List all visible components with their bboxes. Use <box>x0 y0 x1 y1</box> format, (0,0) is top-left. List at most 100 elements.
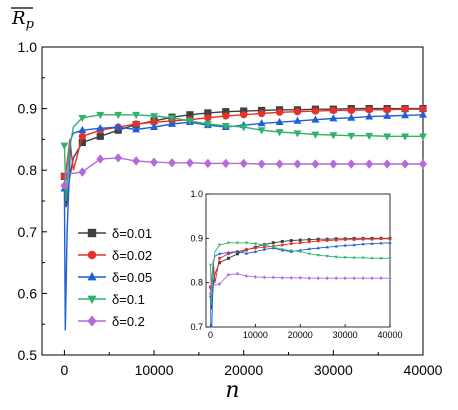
y-tick-label: 0.6 <box>18 285 38 301</box>
inset-series-3-point <box>388 257 392 261</box>
series-2-point <box>365 112 374 120</box>
series-3-point <box>185 118 194 126</box>
x-tick-label: 0 <box>61 362 69 378</box>
y-axis-label-subscript: p <box>26 17 35 32</box>
series-4-point <box>401 159 410 169</box>
series-3-point <box>60 142 69 150</box>
y-axis-label: Rp <box>11 8 35 32</box>
series-4-point <box>293 159 302 169</box>
x-tick-label: 40000 <box>404 362 443 378</box>
series-3-point <box>257 127 266 135</box>
inset-series-1-point <box>316 239 320 243</box>
series-4-point <box>419 159 427 169</box>
inset-x-tick-label: 0 <box>208 330 213 340</box>
x-tick-label: 20000 <box>224 362 263 378</box>
inset-series-1-point <box>334 238 338 242</box>
series-1-point <box>240 111 248 119</box>
inset-series-2-point <box>379 241 383 245</box>
inset-series-3-point <box>208 263 213 267</box>
inset-series-2-point <box>244 251 249 255</box>
inset-series-1-point <box>379 237 383 241</box>
legend-label-3: δ=0.1 <box>112 292 145 307</box>
inset-series-2-point <box>334 244 338 248</box>
series-0-point <box>240 107 248 115</box>
series-1-point <box>150 118 158 126</box>
inset-series-1-point <box>307 240 311 244</box>
y-tick-label: 1.0 <box>18 39 38 55</box>
series-1-point <box>311 107 320 115</box>
inset-x-tick-label: 40000 <box>377 330 402 340</box>
inset-series-3-point <box>325 254 329 258</box>
inset-series-1-point <box>325 239 329 243</box>
inset-series-2-point <box>316 246 320 250</box>
series-1-point <box>78 132 86 140</box>
series-3-point <box>203 121 212 129</box>
series-2-point <box>132 125 141 133</box>
inset-y-tick-label: 1.0 <box>190 189 203 199</box>
inset-series-3-point <box>262 243 266 247</box>
inset-series-3-point <box>289 249 293 253</box>
series-1-point <box>329 106 337 115</box>
inset-series-2-point <box>226 250 231 254</box>
inset-series-3-point <box>352 256 356 260</box>
inset-series-0-point <box>271 241 275 245</box>
inset-series-3-point <box>217 243 222 247</box>
series-3-point <box>239 124 248 132</box>
series-4-point <box>221 158 230 169</box>
inset-series-3-point <box>307 252 311 256</box>
inset-series-2-point <box>370 241 374 245</box>
inset-series-1-point <box>253 246 257 250</box>
inset-series-2-point <box>307 247 311 251</box>
inset-series-4-point <box>370 276 374 281</box>
legend-marker-4 <box>87 315 97 327</box>
inset-series-4-point <box>262 275 266 280</box>
inset-series-0-point <box>235 252 239 256</box>
series-0-point <box>204 109 212 117</box>
inset-series-0-point <box>217 261 221 265</box>
inset-series-1-point <box>352 238 356 242</box>
series-4-point <box>96 154 105 164</box>
inset-series-3-point <box>361 256 365 260</box>
inset-series-4-point <box>307 276 311 281</box>
inset-series-0-point <box>298 238 302 242</box>
inset-series-3-point <box>253 242 258 246</box>
series-3-point <box>293 130 302 138</box>
legend-label-1: δ=0.02 <box>112 248 152 263</box>
series-4-point <box>203 158 212 169</box>
inset-series-4-point <box>343 276 347 281</box>
series-1-point <box>419 105 427 113</box>
inset-series-4-point <box>226 272 231 277</box>
legend-marker-3 <box>87 295 97 305</box>
inset-series-3-point <box>280 248 284 252</box>
inset-series-0-point <box>226 256 230 260</box>
inset-series-2-point <box>235 249 240 253</box>
series-3-point <box>221 122 230 131</box>
inset-series-2-point <box>262 247 266 251</box>
series-4-point <box>275 159 284 169</box>
inset-series-1-point <box>343 238 347 242</box>
series-3-point <box>96 111 105 120</box>
series-1-point <box>401 105 409 113</box>
inset-y-tick-label: 0.9 <box>190 233 203 243</box>
inset-series-2-point <box>388 240 392 244</box>
inset-series-4-point <box>244 274 249 278</box>
inset-series-1-point <box>388 237 392 241</box>
series-2-point <box>311 115 320 123</box>
series-3-point <box>114 111 123 120</box>
inset-series-0-point <box>316 237 320 241</box>
series-4-point <box>239 158 248 169</box>
inset-series-2-point <box>343 243 347 247</box>
series-0-point <box>96 132 104 140</box>
inset-series-0-point <box>307 238 311 242</box>
inset-series-4-point <box>280 275 284 280</box>
inset-y-tick-label: 0.7 <box>190 322 203 332</box>
inset-frame <box>205 193 391 328</box>
inset-series-4-point <box>361 276 365 281</box>
inset-series-3-point <box>235 241 240 245</box>
series-4-point <box>185 158 194 168</box>
series-4-point <box>150 157 159 167</box>
inset-series-3-point <box>271 246 275 249</box>
series-3-point <box>347 132 356 141</box>
inset-series-3-point <box>343 256 347 260</box>
